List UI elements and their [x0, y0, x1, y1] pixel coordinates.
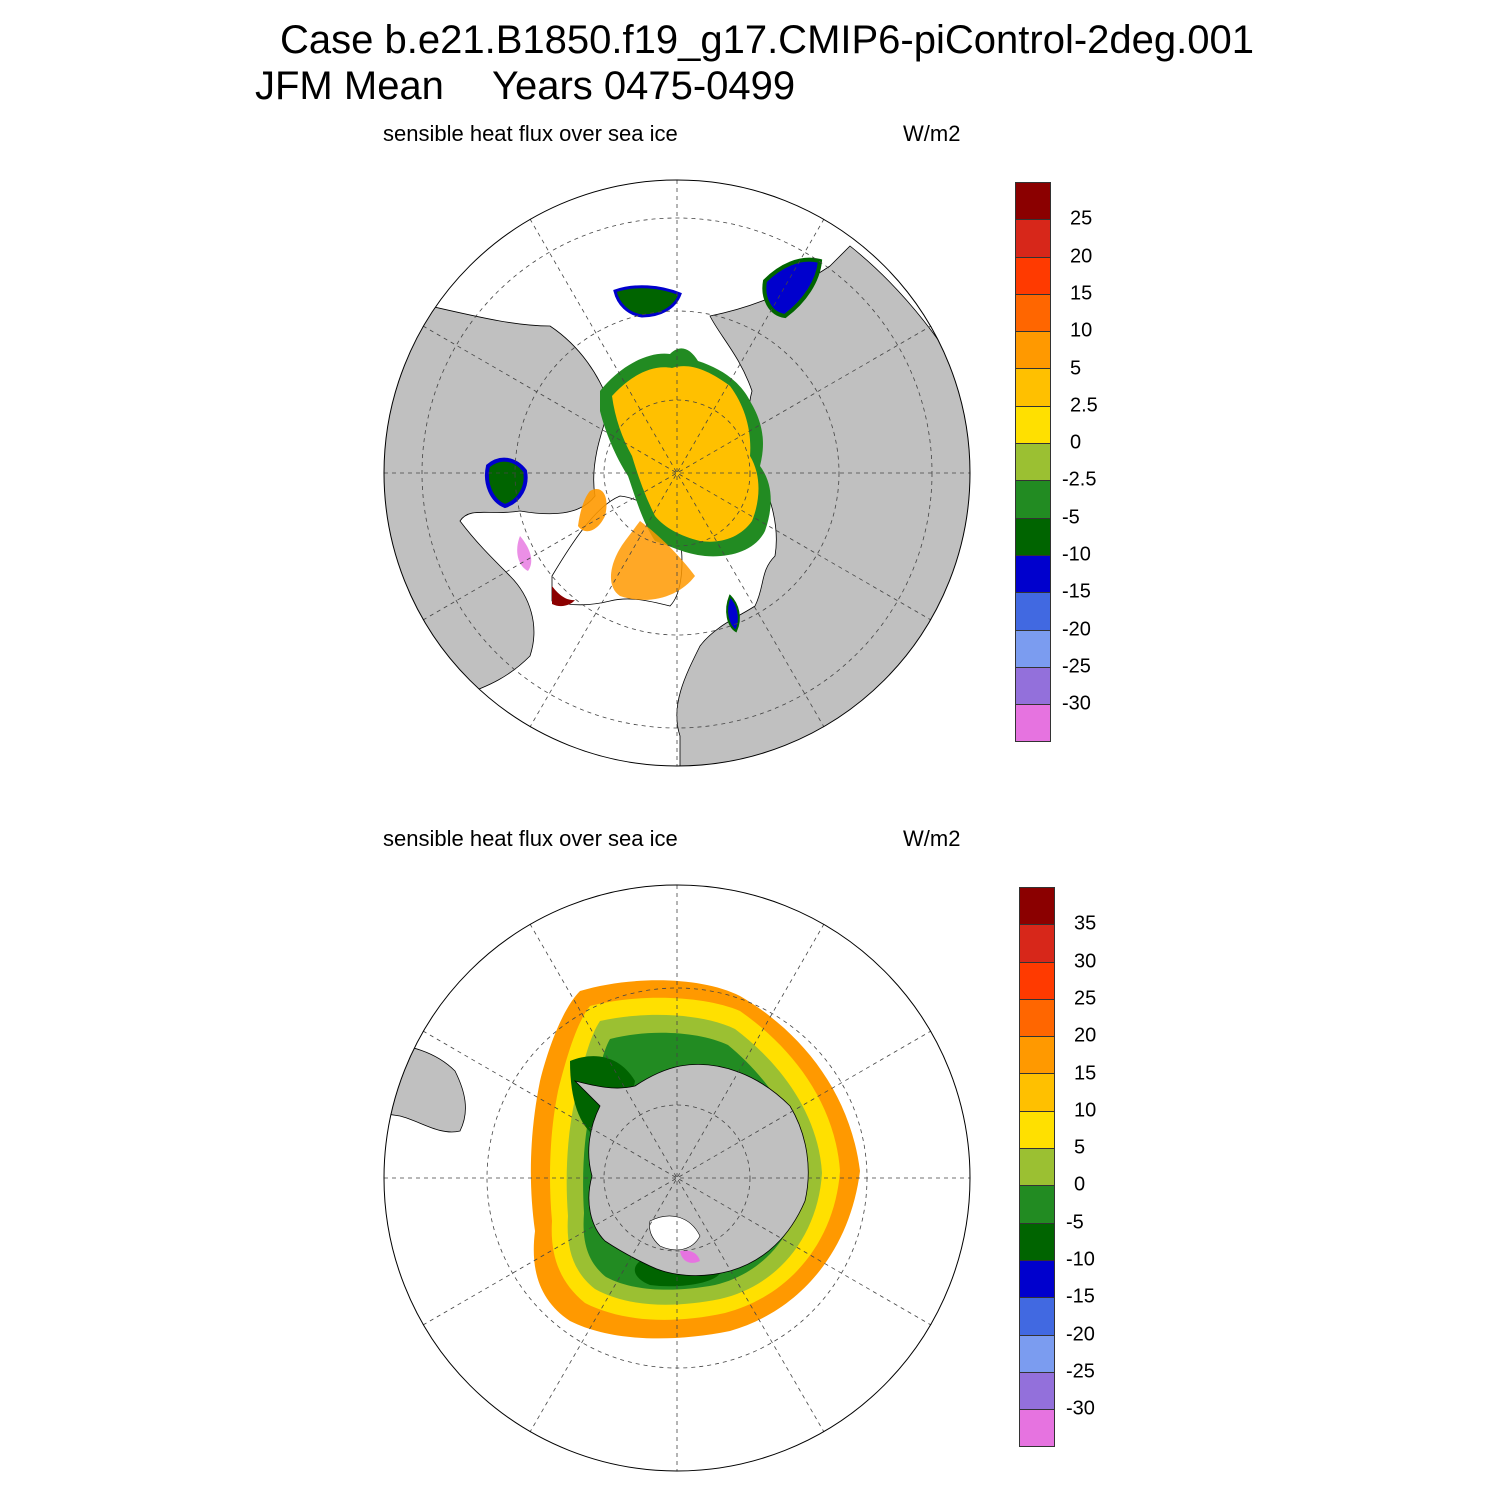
north-ice-orange-streak — [610, 521, 695, 600]
colorbar-swatch — [1019, 1186, 1055, 1224]
colorbar-tick-label: 5 — [1074, 1136, 1086, 1159]
colorbar-tick-label: -30 — [1066, 1397, 1095, 1420]
north-ice-orange-baffin — [578, 488, 607, 532]
north-panel: sensible heat flux over sea ice W/m2 — [0, 0, 1500, 767]
colorbar-tick-label: -25 — [1062, 655, 1091, 678]
colorbar-swatch — [1019, 887, 1055, 926]
colorbar-tick-label: -30 — [1062, 692, 1091, 715]
colorbar-swatch — [1019, 1074, 1055, 1112]
colorbar-swatch — [1019, 999, 1055, 1038]
south-panel-units: W/m2 — [903, 826, 961, 851]
colorbar-tick-label: -10 — [1066, 1248, 1095, 1271]
colorbar-swatch — [1015, 555, 1051, 594]
colorbar-tick-label: 0 — [1070, 431, 1082, 454]
colorbar-tick-label: 25 — [1074, 987, 1097, 1010]
colorbar-swatch — [1019, 1298, 1055, 1336]
south-panel: sensible heat flux over sea ice W/m2 — [0, 705, 1500, 1472]
colorbar-tick-label: -20 — [1062, 618, 1091, 641]
north-grid — [384, 180, 970, 766]
colorbar-swatch — [1015, 593, 1051, 631]
colorbar-swatch — [1019, 925, 1055, 963]
north-panel-units: W/m2 — [903, 121, 961, 146]
north-polar-map — [383, 179, 971, 767]
south-land-antarctica — [573, 1064, 809, 1276]
colorbar-swatch — [1015, 444, 1051, 482]
colorbar-tick-label: 10 — [1074, 1099, 1097, 1122]
colorbar-tick-label: -15 — [1062, 580, 1091, 603]
colorbar-tick-label: 15 — [1074, 1062, 1097, 1084]
colorbar-swatch — [1015, 518, 1051, 556]
colorbar-swatch — [1019, 1335, 1055, 1373]
colorbar-tick-label: -2.5 — [1062, 468, 1097, 491]
north-land-america — [384, 295, 611, 717]
colorbar-swatch — [1019, 1223, 1055, 1261]
colorbar-tick-label: 5 — [1070, 357, 1082, 379]
colorbar-swatch — [1019, 1372, 1055, 1411]
colorbar-swatch — [1019, 962, 1055, 1000]
colorbar-tick-label: 15 — [1070, 282, 1093, 305]
north-ice-darkred-edge — [552, 586, 575, 607]
south-colorbar — [1019, 887, 1055, 1448]
colorbar-swatch — [1015, 294, 1051, 333]
north-land-eurasia — [676, 245, 970, 766]
colorbar-tick-label: -5 — [1066, 1211, 1084, 1234]
south-grid — [384, 885, 970, 1471]
colorbar-swatch — [1015, 630, 1051, 668]
colorbar-tick-label: 10 — [1070, 319, 1093, 342]
years-label: Years 0475-0499 — [491, 64, 796, 108]
colorbar-tick-label: -15 — [1066, 1285, 1095, 1308]
colorbar-tick-label: -25 — [1066, 1360, 1095, 1383]
colorbar-swatch — [1019, 1037, 1055, 1075]
north-ice-okhotsk — [762, 257, 823, 319]
colorbar-tick-label: 20 — [1074, 1024, 1097, 1047]
north-colorbar — [1015, 182, 1051, 743]
colorbar-tick-label: -5 — [1062, 506, 1080, 529]
north-panel-label: sensible heat flux over sea ice — [383, 121, 678, 146]
colorbar-swatch — [1015, 705, 1051, 743]
colorbar-tick-label: 30 — [1074, 950, 1097, 973]
season-label: JFM Mean — [255, 64, 444, 108]
colorbar-swatch — [1015, 182, 1051, 221]
colorbar-swatch — [1015, 332, 1051, 370]
figure-title: Case b.e21.B1850.f19_g17.CMIP6-piControl… — [280, 18, 1254, 62]
colorbar-tick-label: 35 — [1074, 912, 1097, 935]
south-ice-ross-pink — [680, 1250, 700, 1263]
colorbar-tick-label: -10 — [1062, 543, 1091, 566]
colorbar-swatch — [1019, 1149, 1055, 1187]
colorbar-swatch — [1015, 369, 1051, 407]
colorbar-tick-label: 0 — [1074, 1173, 1086, 1196]
colorbar-tick-label: -20 — [1066, 1323, 1095, 1346]
figure-subtitle: JFM Mean Years 0475-0499 — [255, 64, 795, 109]
north-ice-labrador-pink — [517, 536, 532, 571]
north-ice-hudson — [485, 457, 528, 509]
south-map-boundary — [383, 884, 971, 1472]
colorbar-swatch — [1019, 1410, 1055, 1448]
north-ice-yellow-core — [612, 366, 759, 542]
colorbar-swatch — [1015, 481, 1051, 519]
north-ice-bering — [613, 285, 682, 318]
colorbar-swatch — [1019, 1260, 1055, 1299]
colorbar-swatch — [1019, 1111, 1055, 1150]
colorbar-swatch — [1015, 257, 1051, 295]
colorbar-tick-label: 25 — [1070, 207, 1093, 230]
south-polar-map — [383, 884, 971, 1472]
colorbar-swatch — [1015, 667, 1051, 706]
colorbar-tick-label: 2.5 — [1070, 394, 1098, 417]
colorbar-swatch — [1015, 406, 1051, 445]
north-map-boundary — [383, 179, 971, 767]
colorbar-tick-label: 20 — [1070, 245, 1093, 268]
colorbar-swatch — [1015, 220, 1051, 258]
north-ice-baltic — [726, 594, 740, 633]
south-panel-label: sensible heat flux over sea ice — [383, 826, 678, 851]
